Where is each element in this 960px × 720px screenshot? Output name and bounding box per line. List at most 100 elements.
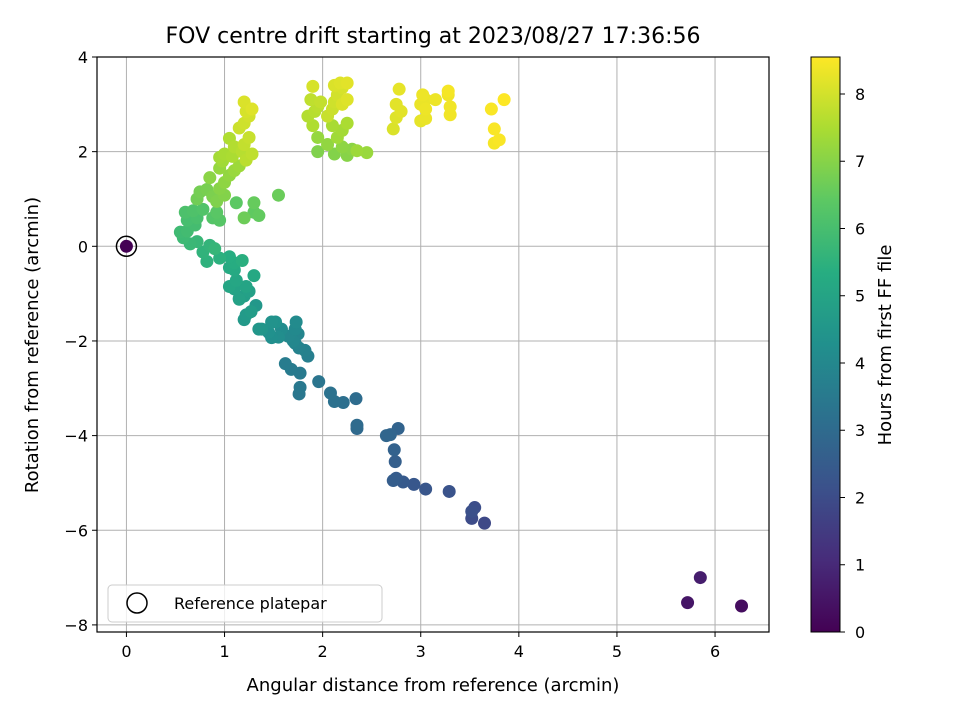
data-point xyxy=(293,380,307,394)
data-point xyxy=(340,93,354,107)
data-point xyxy=(196,202,210,216)
x-axis-label: Angular distance from reference (arcmin) xyxy=(247,675,620,696)
data-point xyxy=(379,429,393,443)
colorbar-gradient xyxy=(810,56,841,633)
data-point xyxy=(349,392,363,406)
reference-point xyxy=(115,235,138,258)
colorbar: 0 1 2 3 4 5 6 7 8 Hours from first FF file xyxy=(810,56,896,642)
data-point xyxy=(314,95,328,109)
data-point xyxy=(441,84,455,98)
x-tick-label: 0 xyxy=(121,642,131,661)
data-point xyxy=(340,116,354,130)
data-point xyxy=(388,455,402,469)
colorbar-tick-label: 8 xyxy=(855,85,865,104)
data-point xyxy=(487,122,501,136)
data-point xyxy=(265,315,279,329)
colorbar-tick-label: 3 xyxy=(855,421,865,440)
data-point xyxy=(416,88,430,102)
data-point xyxy=(242,130,256,144)
colorbar-tick-label: 4 xyxy=(855,354,865,373)
data-point xyxy=(419,102,433,116)
data-point xyxy=(428,93,442,107)
data-point xyxy=(203,171,217,185)
colorbar-tick-label: 1 xyxy=(855,556,865,575)
data-point xyxy=(484,102,498,116)
data-point xyxy=(407,477,421,491)
legend-marker-icon xyxy=(126,592,148,614)
data-point xyxy=(681,596,695,610)
y-axis-ticks: −8 −6 −4 −2 0 2 4 xyxy=(64,48,97,635)
data-point xyxy=(419,482,433,496)
x-tick-label: 2 xyxy=(318,642,328,661)
colorbar-label: Hours from first FF file xyxy=(875,245,896,446)
data-point xyxy=(289,315,303,329)
y-tick-label: 4 xyxy=(78,48,88,67)
data-point xyxy=(350,144,364,158)
x-tick-label: 5 xyxy=(612,642,622,661)
data-point xyxy=(312,375,326,389)
colorbar-tick-label: 0 xyxy=(855,623,865,642)
data-point xyxy=(443,100,457,114)
data-point xyxy=(208,242,222,256)
data-point xyxy=(323,386,337,400)
data-point xyxy=(271,188,285,202)
y-tick-label: −8 xyxy=(64,616,88,635)
data-point xyxy=(229,196,243,210)
grid-lines xyxy=(97,56,769,632)
colorbar-tick-label: 7 xyxy=(855,152,865,171)
data-point xyxy=(210,205,224,219)
data-point xyxy=(239,280,253,294)
data-point xyxy=(394,104,408,118)
reference-point-ring xyxy=(115,235,138,258)
data-point xyxy=(340,76,354,90)
x-tick-label: 3 xyxy=(416,642,426,661)
data-point xyxy=(311,145,325,159)
data-point xyxy=(311,130,325,144)
data-point xyxy=(247,196,261,210)
legend-label: Reference platepar xyxy=(174,594,327,613)
data-point xyxy=(244,305,258,319)
data-point xyxy=(735,599,749,613)
data-point xyxy=(321,138,335,152)
colorbar-tick-label: 2 xyxy=(855,488,865,507)
x-axis-ticks: 0 1 2 3 4 5 6 xyxy=(121,632,720,661)
plot-frame xyxy=(96,56,770,633)
y-tick-label: −2 xyxy=(64,332,88,351)
data-point xyxy=(222,250,236,264)
chart-title: FOV centre drift starting at 2023/08/27 … xyxy=(166,24,701,49)
data-point xyxy=(693,571,707,585)
data-point xyxy=(360,146,374,160)
x-tick-label: 1 xyxy=(219,642,229,661)
data-point xyxy=(304,93,318,107)
data-point xyxy=(247,269,261,283)
x-tick-label: 6 xyxy=(710,642,720,661)
data-point xyxy=(278,357,292,371)
data-point xyxy=(386,122,400,136)
data-point xyxy=(237,211,251,225)
colorbar-tick-label: 5 xyxy=(855,287,865,306)
data-point xyxy=(306,79,320,93)
data-point xyxy=(245,102,259,116)
data-point xyxy=(232,292,246,306)
data-point xyxy=(350,418,364,432)
data-point xyxy=(252,209,266,223)
y-tick-label: −6 xyxy=(64,521,88,540)
data-point xyxy=(392,82,406,96)
data-point xyxy=(229,273,243,287)
y-tick-label: 2 xyxy=(78,143,88,162)
y-axis-label: Rotation from reference (arcmin) xyxy=(22,197,43,493)
data-point xyxy=(478,516,492,530)
data-point xyxy=(186,204,200,218)
data-points xyxy=(173,76,749,613)
data-point xyxy=(492,133,506,147)
data-point xyxy=(419,112,433,126)
data-point xyxy=(465,504,479,518)
colorbar-tick-label: 6 xyxy=(855,219,865,238)
data-point xyxy=(252,322,266,336)
y-tick-label: 0 xyxy=(78,237,88,256)
data-point xyxy=(387,443,401,457)
data-point xyxy=(235,253,249,267)
legend-box xyxy=(107,584,383,623)
x-tick-label: 4 xyxy=(514,642,524,661)
